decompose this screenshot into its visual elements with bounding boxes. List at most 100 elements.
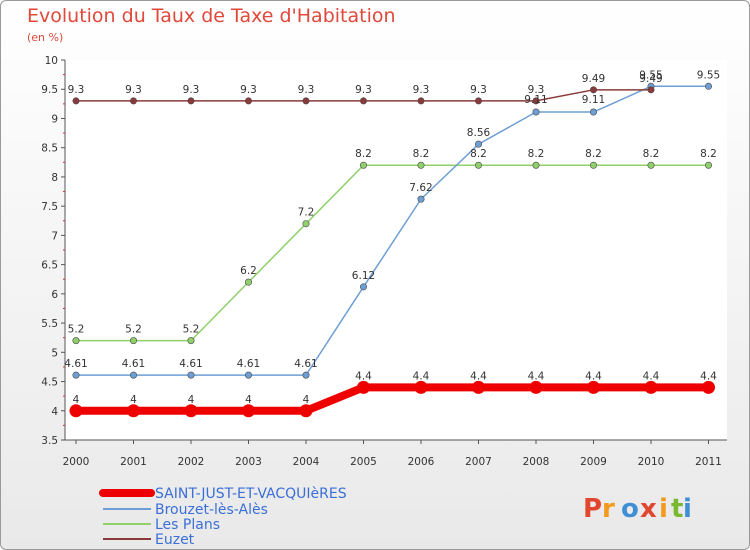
data-label: 4.61: [179, 358, 202, 370]
x-tick-label: 2008: [523, 456, 550, 468]
legend-label: Euzet: [155, 532, 195, 548]
x-tick-label: 2010: [638, 456, 665, 468]
data-point: [474, 161, 482, 169]
data-point: [532, 97, 540, 105]
data-label: 4: [245, 394, 252, 406]
data-point: [532, 108, 540, 116]
data-label: 9.3: [240, 84, 257, 96]
plot-area: [65, 60, 727, 440]
data-point: [69, 404, 83, 418]
data-label: 6.2: [240, 265, 257, 277]
data-point: [417, 195, 425, 203]
y-tick-label: 5: [51, 347, 58, 359]
data-point: [474, 97, 482, 105]
x-tick-label: 2004: [293, 456, 320, 468]
data-label: 8.2: [355, 148, 372, 160]
brand-letter: x: [640, 494, 657, 524]
data-label: 4: [73, 394, 80, 406]
data-point: [242, 404, 255, 418]
series-line-2: [75, 164, 710, 342]
data-label: 4.61: [294, 358, 317, 370]
y-tick-label: 7.5: [41, 201, 58, 213]
data-label: 4.4: [585, 370, 602, 382]
data-point: [529, 380, 543, 394]
y-tick-label: 4: [51, 406, 58, 418]
y-tick-label: 8.5: [41, 143, 58, 155]
data-point: [302, 220, 310, 228]
data-point: [130, 371, 138, 379]
data-label: 4.4: [413, 370, 430, 382]
data-label: 7.62: [409, 182, 432, 194]
chart-subtitle: (en %): [27, 31, 64, 44]
data-point: [532, 161, 540, 169]
data-label: 8.2: [528, 148, 545, 160]
data-point: [187, 371, 195, 379]
data-label: 5.2: [125, 324, 142, 336]
x-tick-label: 2001: [120, 456, 147, 468]
data-point: [417, 97, 425, 105]
data-point: [702, 380, 715, 394]
data-point: [414, 380, 428, 394]
data-label: 9.3: [355, 84, 372, 96]
data-label: 9.3: [470, 84, 487, 96]
data-label: 9.49: [582, 73, 605, 85]
brand-letter: r: [602, 494, 615, 524]
data-label: 9.11: [524, 94, 547, 106]
data-point: [245, 278, 253, 286]
data-point: [359, 283, 367, 291]
x-tick-label: 2007: [465, 456, 492, 468]
data-point: [130, 97, 138, 105]
data-label: 4: [130, 394, 137, 406]
data-point: [187, 337, 195, 345]
data-point: [474, 140, 482, 148]
y-tick-label: 6.5: [41, 260, 58, 272]
data-label: 9.11: [582, 94, 605, 106]
chart-title: Evolution du Taux de Taxe d'Habitation: [27, 5, 396, 27]
data-label: 6.12: [352, 270, 375, 282]
x-tick-label: 2009: [580, 456, 607, 468]
data-point: [187, 97, 195, 105]
data-label: 9.55: [697, 69, 720, 81]
x-tick-label: 2000: [63, 456, 90, 468]
data-label: 9.3: [298, 84, 315, 96]
legend-label: SAINT-JUST-ET-VACQUIèRES: [155, 486, 347, 502]
data-label: 7.2: [298, 207, 315, 219]
brand-letter: P: [583, 494, 602, 524]
data-point: [589, 108, 597, 116]
data-point: [587, 380, 600, 394]
data-label: 8.2: [470, 148, 487, 160]
data-point: [644, 380, 658, 394]
y-tick-label: 8: [51, 172, 58, 184]
data-point: [359, 97, 367, 105]
data-point: [359, 161, 367, 169]
data-label: 4: [303, 394, 310, 406]
data-label: 9.49: [639, 73, 662, 85]
series-line-1: [75, 85, 710, 376]
data-label: 8.2: [643, 148, 660, 160]
data-label: 9.3: [68, 84, 85, 96]
data-point: [245, 371, 253, 379]
data-point: [72, 371, 80, 379]
data-label: 5.2: [68, 324, 85, 336]
data-label: 9.3: [125, 84, 142, 96]
data-label: 8.56: [467, 127, 491, 139]
data-label: 4: [188, 394, 195, 406]
brand-letter: i: [683, 494, 692, 524]
data-label: 9.3: [413, 84, 430, 96]
data-label: 4.4: [470, 370, 487, 382]
data-point: [704, 82, 712, 90]
data-label: 4.61: [122, 358, 145, 370]
brand-letter: t: [671, 494, 683, 524]
data-point: [302, 371, 310, 379]
data-label: 8.2: [413, 148, 430, 160]
data-point: [184, 404, 198, 418]
series-line-0: [72, 383, 713, 415]
legend-label: Brouzet-lès-Alès: [155, 502, 268, 518]
brand-letter: i: [659, 494, 668, 524]
data-label: 9.55: [639, 69, 662, 81]
data-point: [72, 337, 80, 345]
data-point: [647, 86, 655, 94]
y-tick-label: 7: [51, 230, 58, 242]
